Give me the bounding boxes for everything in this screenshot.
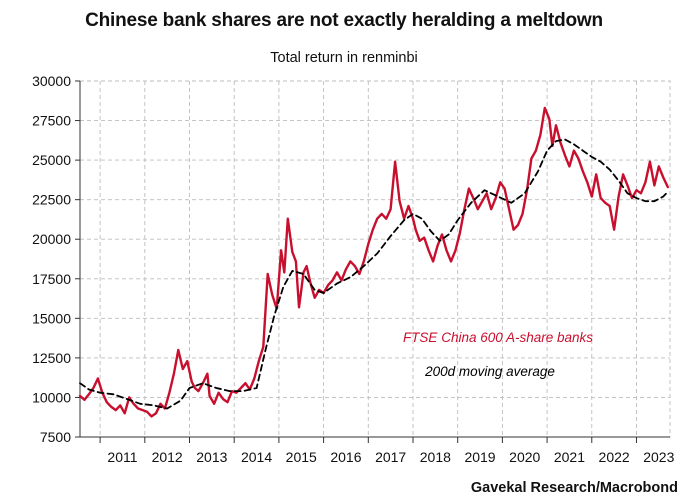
source-note: Gavekal Research/Macrobond bbox=[470, 480, 678, 496]
x-tick-label: 2012 bbox=[152, 449, 183, 465]
x-tick-label: 2019 bbox=[464, 449, 495, 465]
x-tick-label: 2011 bbox=[107, 449, 137, 465]
plot-frame bbox=[79, 80, 671, 438]
x-tick-label: 2020 bbox=[509, 449, 540, 465]
y-axis: 30000 27500 25000 22500 20000 17500 15000 12500… bbox=[32, 73, 80, 445]
y-tick-label: 25000 bbox=[32, 152, 71, 168]
y-tick-label: 22500 bbox=[32, 192, 71, 208]
x-axis: 2011 2012 2013 2014 2015 2016 2017 2018 2019 2020… bbox=[99, 437, 675, 465]
grid-lines bbox=[80, 80, 670, 438]
x-tick-label: 2015 bbox=[286, 449, 317, 465]
chart-title: Chinese bank shares are not exactly hera… bbox=[85, 10, 603, 31]
chart-subtitle: Total return in renminbi bbox=[270, 50, 418, 66]
y-tick-label: 12500 bbox=[32, 350, 71, 366]
y-tick-label: 27500 bbox=[32, 113, 71, 129]
x-tick-label: 2016 bbox=[330, 449, 361, 465]
y-tick-label: 7500 bbox=[40, 429, 71, 445]
x-tick-label: 2018 bbox=[420, 449, 451, 465]
y-tick-label: 30000 bbox=[32, 73, 71, 89]
x-tick-label: 2021 bbox=[554, 449, 585, 465]
y-tick-label: 10000 bbox=[32, 389, 71, 405]
annotations: FTSE China 600 A-share banks 200d moving … bbox=[403, 330, 593, 379]
series-moving-average-line bbox=[79, 138, 669, 410]
x-tick-label: 2023 bbox=[643, 449, 674, 465]
series-label-moving-average: 200d moving average bbox=[424, 364, 555, 379]
y-tick-label: 20000 bbox=[32, 231, 71, 247]
x-tick-label: 2017 bbox=[375, 449, 406, 465]
series-label-ftse-banks: FTSE China 600 A-share banks bbox=[403, 330, 593, 345]
y-tick-label: 15000 bbox=[32, 310, 71, 326]
x-tick-label: 2014 bbox=[241, 449, 272, 465]
x-tick-label: 2013 bbox=[196, 449, 227, 465]
y-tick-label: 17500 bbox=[32, 271, 71, 287]
plot-border bbox=[79, 80, 671, 438]
x-tick-label: 2022 bbox=[599, 449, 630, 465]
series-layer bbox=[78, 106, 669, 418]
series-ftse-banks-line bbox=[78, 106, 669, 418]
